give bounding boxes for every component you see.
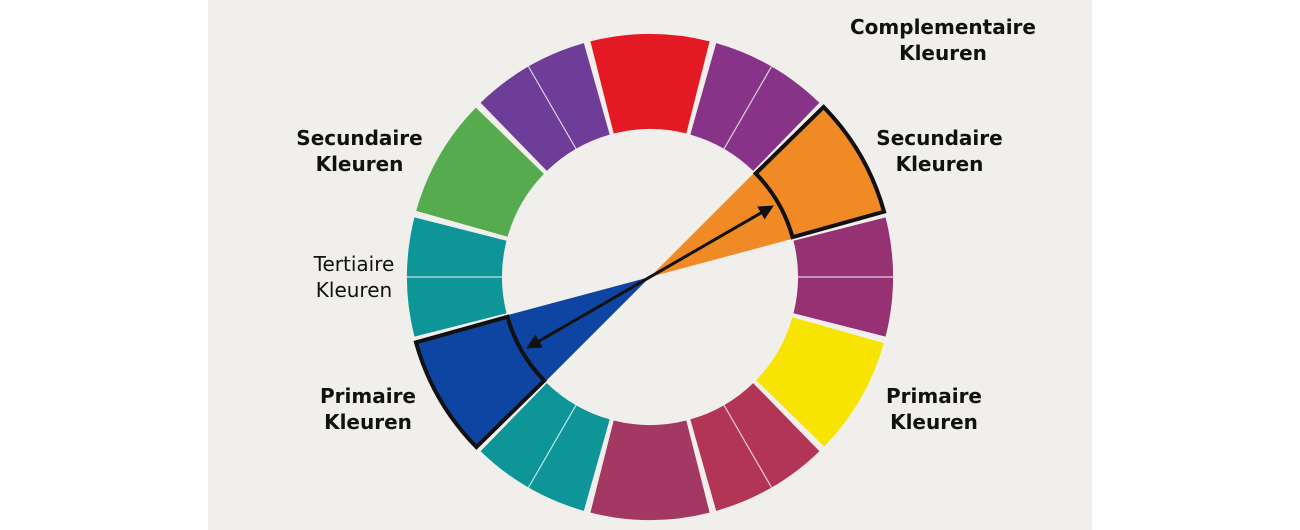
- wheel-segment-orange: [756, 107, 884, 237]
- label-secondary-colors-left: Secundaire Kleuren: [296, 126, 423, 176]
- wheel-segment-red-violet: [690, 43, 820, 171]
- wheel-segment-green: [416, 107, 544, 237]
- wheel-segment-red: [590, 34, 710, 134]
- label-primary-colors-right: Primaire Kleuren: [886, 384, 982, 434]
- segment-divider: [723, 66, 773, 150]
- complementary-arrow: [526, 205, 774, 349]
- highlight-outline-blue: [413, 314, 548, 450]
- segment-divider: [723, 404, 773, 488]
- wheel-segment-blue-violet: [480, 43, 610, 171]
- label-primary-colors-left: Primaire Kleuren: [320, 384, 416, 434]
- segment-divider: [527, 66, 577, 150]
- wheel-segment-blue-green: [480, 383, 610, 511]
- label-secondary-colors-right: Secundaire Kleuren: [876, 126, 1003, 176]
- label-tertiary-colors: Tertiaire Kleuren: [313, 252, 395, 302]
- wheel-segment-rose: [590, 420, 710, 520]
- wheel-segment-crimson: [690, 383, 820, 511]
- segment-divider: [527, 404, 577, 488]
- highlight-outline-orange: [752, 104, 887, 240]
- wheel-segment-yellow: [756, 317, 884, 447]
- label-complementary-colors: Complementaire Kleuren: [850, 15, 1036, 65]
- wheel-segment-blue: [416, 317, 544, 447]
